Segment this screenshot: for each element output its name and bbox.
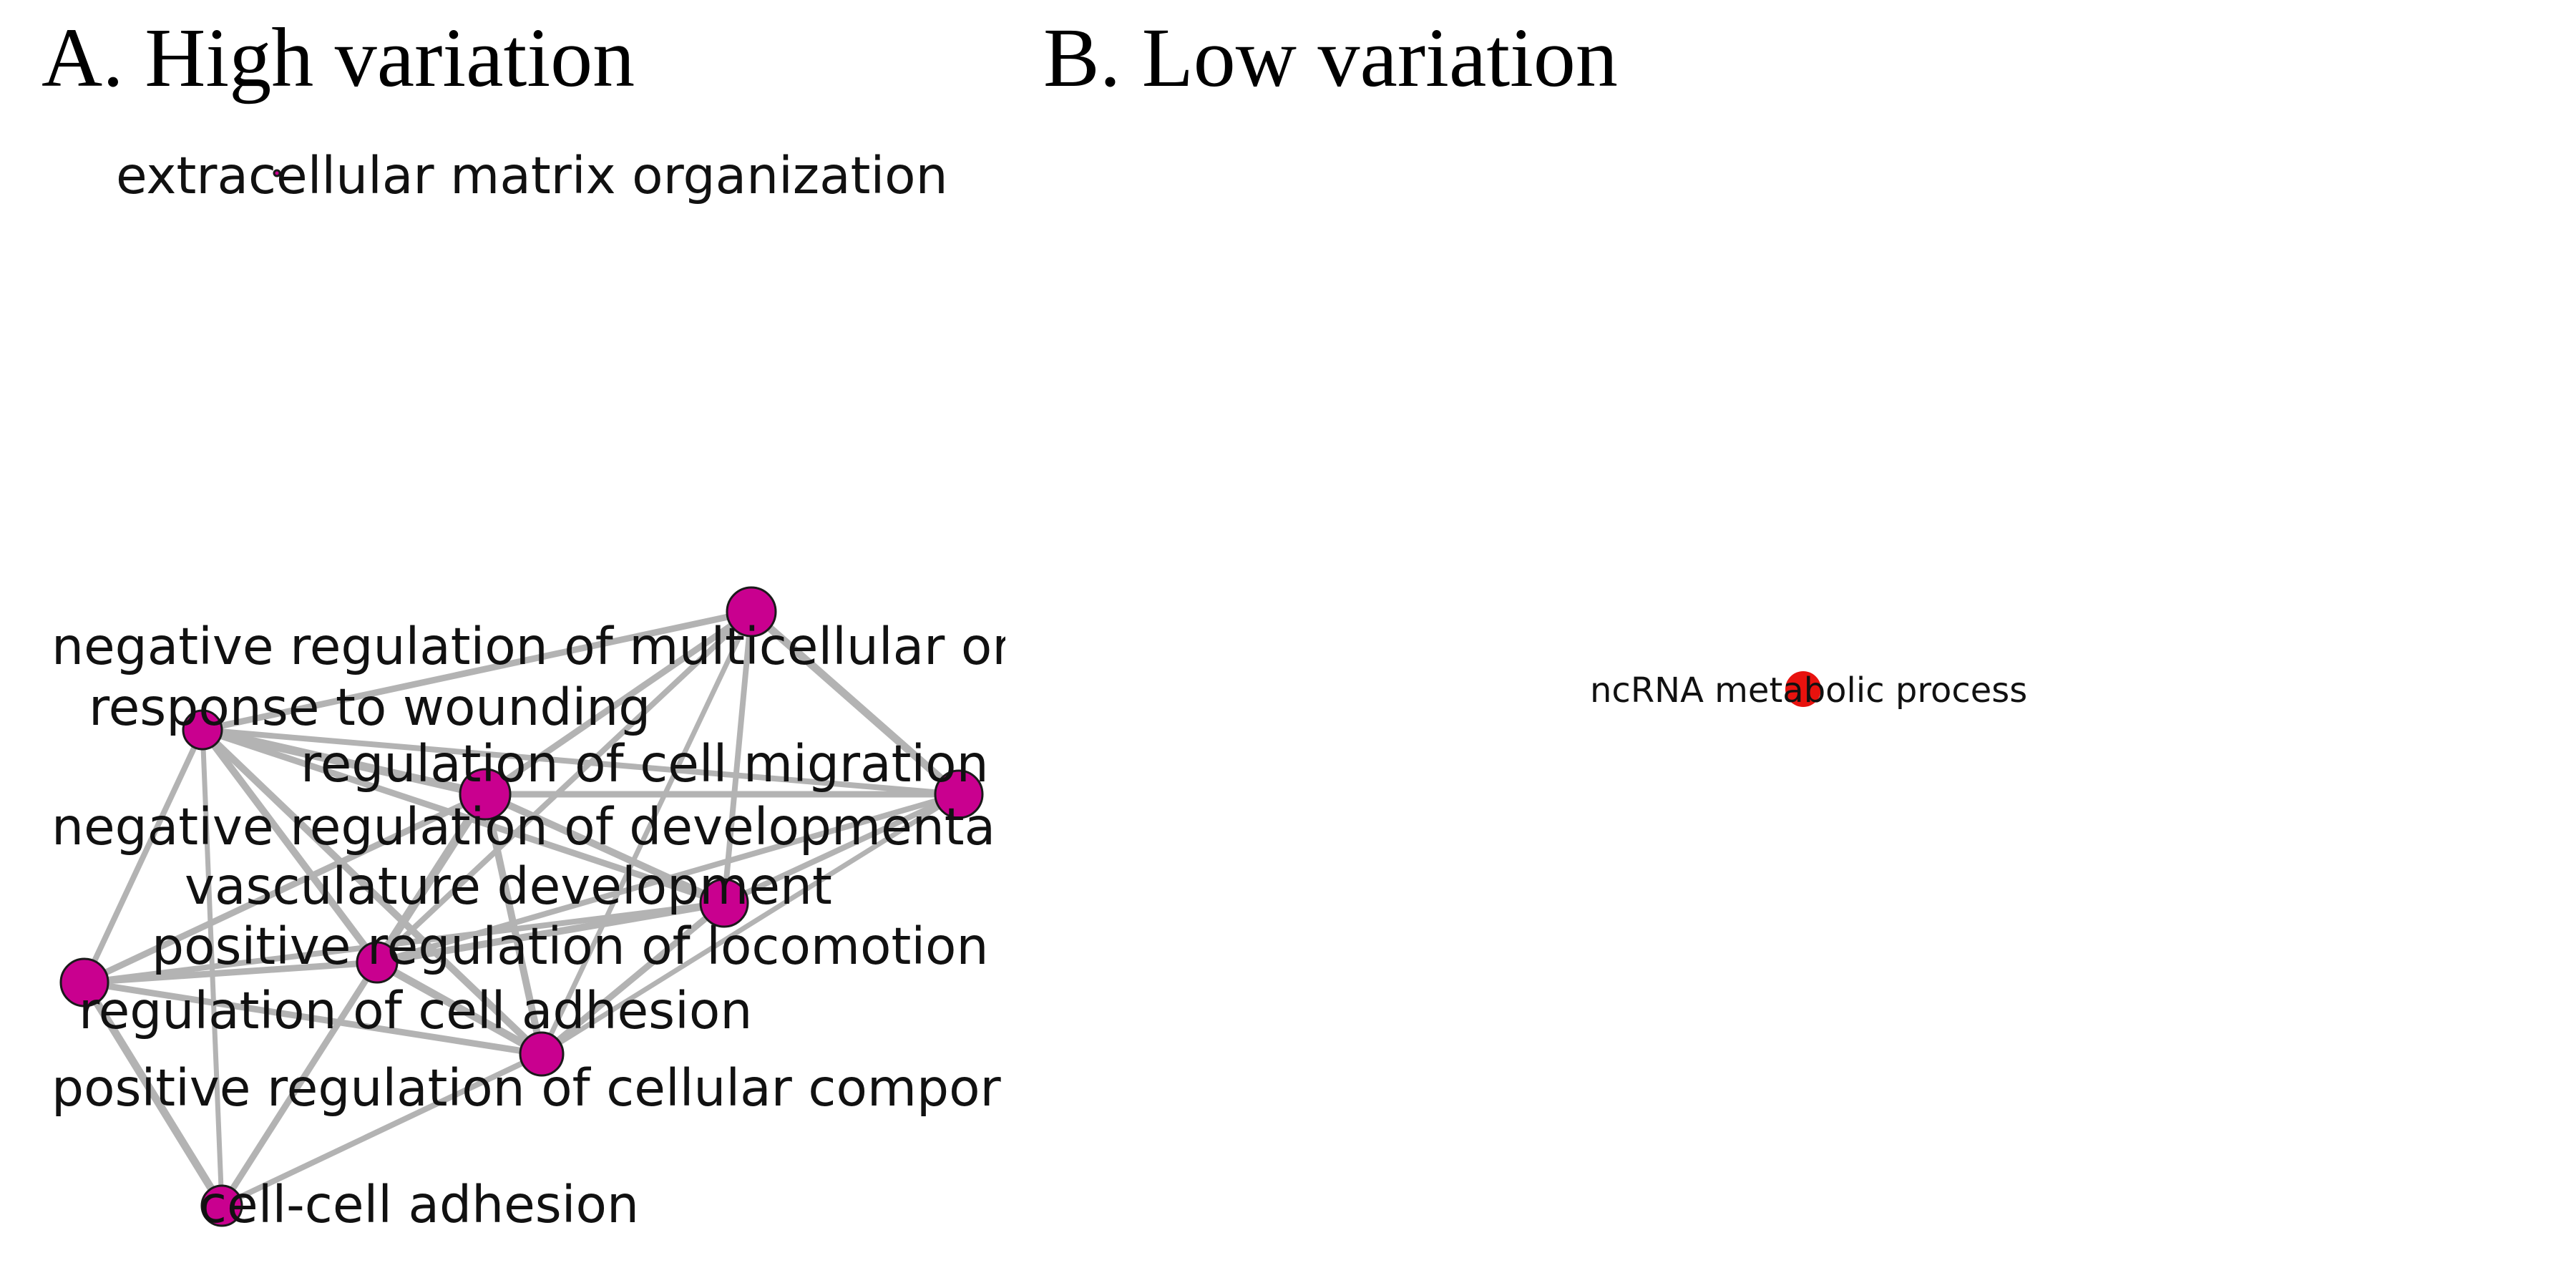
node-neg-developmental	[934, 769, 984, 819]
term-label-negative-regulation-multicellular: negative regulation of multicellular or	[52, 617, 1013, 676]
edge-cell-adhesion-cellular-component	[81, 979, 545, 1058]
node-wounding	[182, 709, 223, 751]
node-vasculature	[699, 878, 749, 928]
edge-wounding-cell-migration	[198, 726, 489, 799]
edge-locomotion-cell-adhesion	[81, 959, 381, 986]
edge-locomotion-cell-cell-adhesion	[218, 959, 381, 1209]
term-label-regulation-cell-migration: regulation of cell migration	[301, 734, 989, 794]
node-cell-cell-adhesion	[200, 1184, 243, 1227]
node-extracellular	[273, 169, 281, 177]
term-label-vasculature-development: vasculature development	[185, 857, 832, 916]
panel-b-title: B. Low variation	[1043, 11, 1618, 104]
term-label-positive-regulation-locomotion: positive regulation of locomotion	[152, 917, 989, 976]
edge-wounding-cellular-component	[199, 726, 545, 1058]
node-cell-migration	[459, 768, 512, 821]
edge-neg-multicellular-cellular-component	[539, 609, 754, 1057]
node-cellular-component	[519, 1031, 565, 1077]
edge-neg-multicellular-locomotion	[374, 609, 754, 965]
panel-a-title: A. High variation	[42, 11, 635, 104]
term-label-regulation-cell-adhesion: regulation of cell adhesion	[79, 981, 752, 1040]
edge-wounding-vasculature	[199, 726, 728, 907]
edge-neg-multicellular-neg-developmental	[747, 608, 963, 799]
edge-neg-developmental-vasculature	[721, 791, 962, 906]
term-label-extracellular-matrix: extracellular matrix organization	[116, 146, 948, 205]
edge-cell-migration-cell-adhesion	[81, 791, 489, 986]
term-label-positive-regulation-cellular-component: positive regulation of cellular compor	[52, 1058, 1002, 1118]
edge-neg-developmental-cellular-component	[539, 791, 962, 1057]
panel-a-edges	[80, 608, 963, 1210]
term-label-ncrna-metabolic-process: ncRNA metabolic process	[1590, 670, 2027, 711]
edge-wounding-neg-developmental	[200, 727, 962, 797]
term-label-response-to-wounding: response to wounding	[89, 678, 650, 737]
edge-wounding-cell-adhesion	[82, 727, 205, 985]
edge-neg-multicellular-cell-migration	[482, 608, 755, 798]
edge-cellular-component-cell-cell-adhesion	[219, 1051, 545, 1209]
edge-neg-multicellular-vasculature	[721, 609, 754, 906]
panel-b-network: ncRNA metabolic process	[1590, 670, 2027, 711]
edge-wounding-neg-multicellular	[199, 608, 755, 733]
edge-vasculature-cell-adhesion	[82, 900, 727, 985]
edge-cell-migration-vasculature	[482, 791, 728, 907]
panel-a-labels: extracellular matrix organization negati…	[52, 146, 1013, 1234]
panel-a-nodes	[59, 169, 984, 1227]
edge-cell-migration-locomotion	[373, 790, 489, 967]
node-locomotion	[356, 941, 399, 984]
node-cell-adhesion	[59, 957, 109, 1008]
edge-cell-adhesion-cell-cell-adhesion	[80, 978, 226, 1210]
term-label-negative-regulation-developmental: negative regulation of developmenta	[52, 797, 995, 857]
edge-locomotion-cellular-component	[373, 958, 546, 1058]
panel-a-network: extracellular matrix organization negati…	[52, 146, 1013, 1234]
edge-vasculature-cellular-component	[538, 899, 728, 1058]
term-label-cell-cell-adhesion: cell-cell adhesion	[199, 1175, 639, 1234]
node-ncrna-metabolic-process	[1785, 671, 1821, 707]
edge-wounding-locomotion	[199, 726, 381, 966]
node-neg-multicellular	[726, 586, 777, 638]
